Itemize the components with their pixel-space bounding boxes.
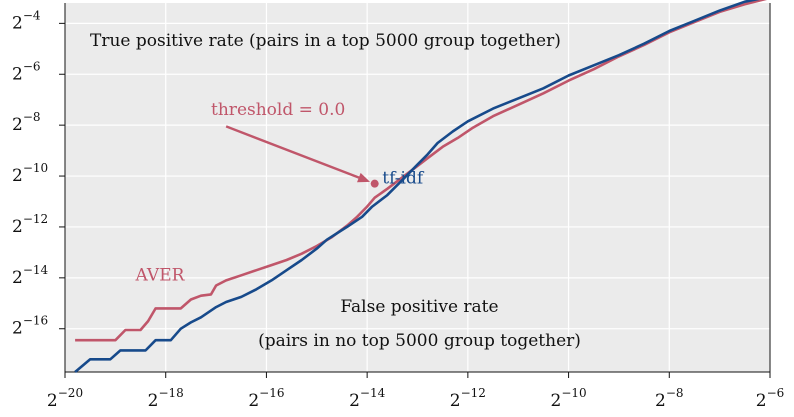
x-axis-label-line1: False positive rate [340,297,498,317]
series-line-aver [75,0,768,342]
y-tick-label: 2−8 [12,110,41,135]
x-tick-label: 2−10 [550,386,586,411]
chart-labels: True positive rate (pairs in a top 5000 … [90,31,581,351]
y-tick-label: 2−14 [12,263,49,288]
threshold-arrow-shaft [225,125,363,181]
x-tick-label: 2−6 [756,386,785,411]
threshold-label: threshold = 0.0 [211,100,345,120]
y-axis-label: True positive rate (pairs in a top 5000 … [90,31,561,51]
y-tick-label: 2−10 [12,161,48,186]
y-tick-label: 2−6 [12,59,41,84]
series-lines [74,0,768,373]
y-tick-label: 2−12 [12,212,48,237]
x-tick-label: 2−8 [655,386,684,411]
series-label: tf-idf [382,169,425,189]
threshold-point [370,179,379,188]
threshold-annotation: threshold = 0.0 [211,100,379,188]
x-tick-label: 2−12 [450,386,486,411]
x-tick-label: 2−14 [349,386,386,411]
x-axis-label-line2: (pairs in no top 5000 group together) [258,331,581,351]
series-line-tf-idf [74,0,760,373]
y-tick-label: 2−16 [12,314,48,339]
y-tick-label: 2−4 [12,8,41,33]
plot-background [65,3,770,372]
x-tick-label: 2−20 [47,386,83,411]
x-tick-label: 2−16 [248,386,284,411]
series-label: AVER [135,265,186,285]
threshold-arrow-head [357,172,371,183]
axes: 2−20 2−18 2−16 2−14 2−12 2−10 2−8 2−6 2−16 2−14 2−… [12,3,784,411]
x-tick-label: 2−18 [148,386,184,411]
